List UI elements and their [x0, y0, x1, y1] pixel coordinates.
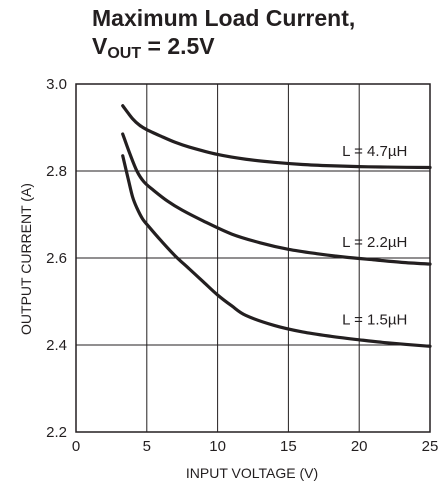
- chart-title-line2: VOUT = 2.5V: [92, 32, 355, 68]
- x-tick-label: 20: [351, 438, 368, 455]
- title-subscript: OUT: [107, 45, 142, 62]
- series-label-2: L = 2.2µH: [342, 234, 407, 251]
- labels-layer: L = 4.7µH L = 2.2µH L = 1.5µH: [342, 143, 407, 329]
- series-label-3: L = 1.5µH: [342, 312, 407, 329]
- x-tick-label: 25: [422, 438, 439, 455]
- y-tick-label: 2.8: [46, 163, 67, 180]
- series-label-1: L = 4.7µH: [342, 143, 407, 160]
- chart-title: Maximum Load Current, VOUT = 2.5V: [92, 4, 355, 68]
- x-tick-label: 15: [280, 438, 297, 455]
- series-line-1: [121, 104, 432, 170]
- series-layer: [121, 104, 432, 348]
- y-tick-label: 2.2: [46, 424, 67, 441]
- y-tick-label: 3.0: [46, 76, 67, 93]
- y-tick-label: 2.4: [46, 337, 67, 354]
- series-line-3: [121, 154, 432, 348]
- x-tick-label: 5: [143, 438, 151, 455]
- plot-frame: [75, 83, 431, 433]
- title-rest: = 2.5V: [141, 33, 215, 59]
- series-line-2: [121, 132, 432, 266]
- x-axis-label: INPUT VOLTAGE (V): [186, 465, 318, 481]
- x-tick-label: 10: [209, 438, 226, 455]
- y-tick-label: 2.6: [46, 250, 67, 267]
- chart-title-line1: Maximum Load Current,: [92, 5, 356, 31]
- ticks-layer: 0 5 10 15 20 25 2.2 2.4 2.6 2.8 3.0: [46, 76, 438, 455]
- x-tick-label: 0: [72, 438, 80, 455]
- grid-layer: [76, 84, 430, 432]
- y-axis-label: OUTPUT CURRENT (A): [18, 183, 34, 335]
- title-v: V: [92, 33, 108, 59]
- plot-frame-layer: [75, 83, 431, 433]
